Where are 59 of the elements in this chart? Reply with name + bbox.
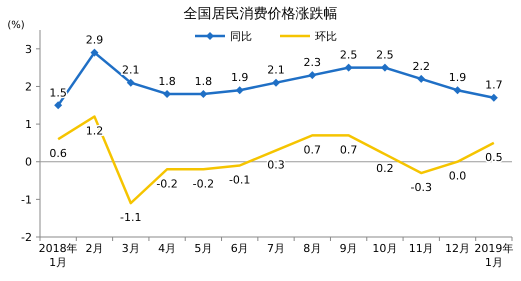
- y-tick-label: -1: [21, 193, 32, 206]
- point: [454, 86, 462, 94]
- point: [126, 78, 135, 87]
- data-label: 0.7: [340, 143, 358, 156]
- point: [90, 48, 98, 57]
- data-label: 2.2: [412, 60, 430, 73]
- x-tick-label: 8月: [303, 242, 322, 255]
- data-label: 1.8: [158, 74, 176, 88]
- y-tick-label: -2: [21, 231, 32, 244]
- data-label: -0.3: [410, 181, 432, 194]
- y-axis-title: (%): [7, 20, 25, 31]
- data-label: 0.3: [267, 158, 285, 172]
- data-label: 1.5: [49, 86, 67, 100]
- data-label: 2.5: [376, 48, 394, 62]
- data-label: 0.0: [448, 170, 466, 183]
- point: [344, 64, 353, 72]
- data-label: 0.7: [304, 143, 322, 156]
- data-label: 0.6: [49, 147, 67, 160]
- data-label: 1.7: [485, 78, 503, 92]
- point: [490, 94, 498, 102]
- y-tick-label: 0: [25, 156, 32, 169]
- data-label: 2.5: [340, 48, 358, 62]
- x-tick-label: 11月: [408, 242, 434, 255]
- y-tick-label: 1: [25, 118, 32, 132]
- point: [236, 86, 244, 94]
- data-label: 2.9: [86, 34, 104, 47]
- data-label: -0.2: [156, 177, 178, 190]
- point: [380, 64, 389, 72]
- x-tick-label: 9月: [340, 242, 358, 255]
- data-label: 0.2: [376, 162, 394, 176]
- point: [308, 71, 316, 80]
- x-tick-label: 12月: [445, 242, 470, 255]
- chart-title: 全国居民消费价格涨跌幅: [184, 6, 338, 22]
- x-tick-label: 6月: [230, 242, 249, 255]
- y-tick-label: 2: [25, 80, 32, 94]
- data-label: -0.1: [228, 173, 250, 186]
- data-label: -1.1: [120, 211, 142, 224]
- x-tick-label: 7月: [267, 242, 285, 255]
- x-tick-label: 3月: [122, 242, 140, 255]
- x-tick-label: 2019年 1月: [474, 242, 514, 269]
- legend-label: 环比: [315, 30, 337, 43]
- x-tick-label: 10月: [372, 242, 398, 255]
- x-tick-label: 2018年 1月: [38, 242, 78, 269]
- data-label: 2.1: [122, 64, 140, 77]
- x-tick-label: 2月: [85, 242, 104, 255]
- data-label: -0.2: [192, 177, 214, 190]
- point: [272, 78, 280, 87]
- data-label: 2.3: [304, 56, 322, 70]
- data-label: 1.9: [448, 71, 466, 84]
- data-label: 0.5: [485, 150, 503, 164]
- point: [54, 101, 62, 110]
- data-label: 1.9: [230, 71, 248, 84]
- x-tick-label: 4月: [158, 242, 176, 255]
- y-tick-label: 3: [25, 42, 32, 56]
- x-tick-label: 5月: [194, 242, 212, 255]
- data-label: 2.1: [267, 64, 285, 77]
- point: [417, 74, 426, 83]
- data-label: 1.8: [194, 74, 212, 88]
- legend-label: 同比: [230, 30, 252, 43]
